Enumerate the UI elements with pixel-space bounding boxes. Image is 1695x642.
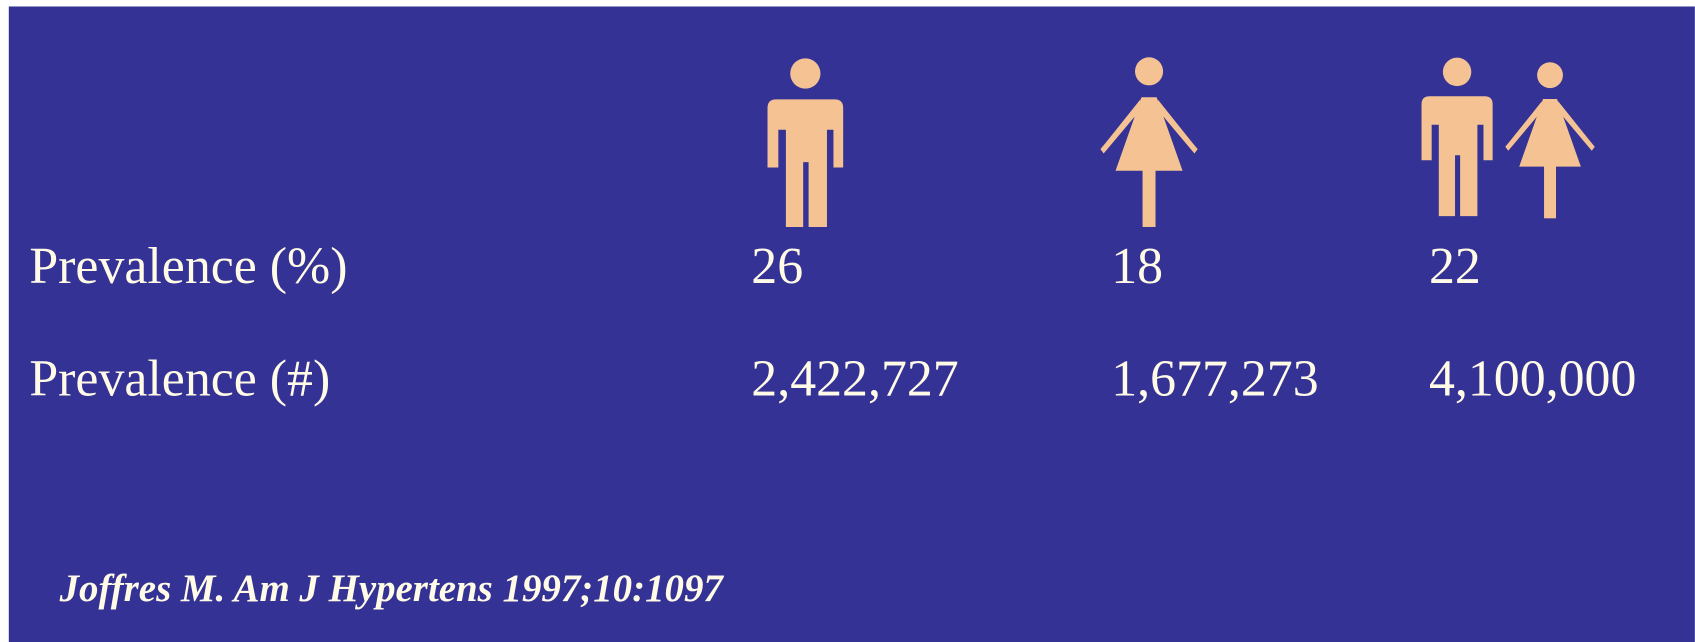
table: Prevalence (%) 26 18 22 Prevalence (#) 2,422,… <box>29 238 1636 407</box>
cell-value: 18 <box>1111 238 1163 295</box>
row-label: Prevalence (%) <box>29 238 347 295</box>
row-label: Prevalence (#) <box>29 351 330 408</box>
citation: Joffres M. Am J Hypertens 1997;10:1097 <box>59 567 725 610</box>
cell-value: 4,100,000 <box>1429 351 1636 408</box>
slide-background <box>8 6 1695 642</box>
cell-value: 26 <box>751 238 803 295</box>
cell-value: 22 <box>1429 238 1481 295</box>
cell-value: 2,422,727 <box>751 351 958 408</box>
cell-value: 1,677,273 <box>1111 351 1318 408</box>
